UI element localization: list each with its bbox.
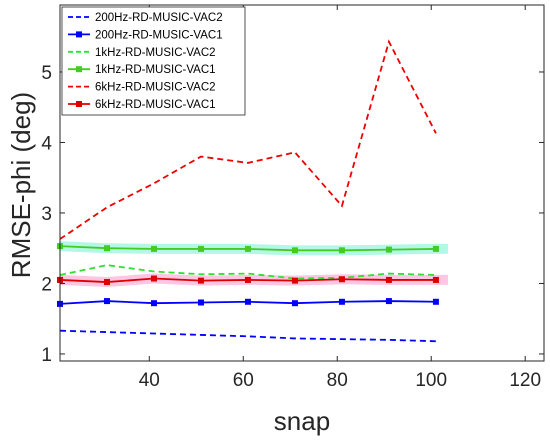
data-point-1-4 xyxy=(244,298,251,305)
plot-frame xyxy=(59,4,545,362)
data-point-1-2 xyxy=(150,300,157,307)
legend-entry-5: 6kHz-RD-MUSIC-VAC1 xyxy=(95,99,216,111)
data-point-1-3 xyxy=(197,299,204,306)
data-point-3-7 xyxy=(385,246,392,253)
data-point-1-1 xyxy=(103,298,110,305)
legend-marker-5 xyxy=(76,101,82,107)
y-tick-label-2: 3 xyxy=(41,204,52,225)
legend: 200Hz-RD-MUSIC-VAC2 200Hz-RD-MUSIC-VAC1 1k… xyxy=(61,6,246,116)
series-line-2 xyxy=(59,264,436,280)
legend-box xyxy=(61,6,246,116)
y-axis-ticks: 1 2 3 4 5 xyxy=(41,63,544,366)
y-tick-label-0: 1 xyxy=(41,345,52,366)
data-point-5-8 xyxy=(432,276,439,283)
legend-entry-1: 200Hz-RD-MUSIC-VAC1 xyxy=(95,29,223,41)
x-tick-label-3: 100 xyxy=(415,370,447,391)
y-tick-label-4: 5 xyxy=(41,63,52,84)
y-axis-label: RMSE-phi (deg) xyxy=(6,92,36,278)
data-point-3-1 xyxy=(103,245,110,252)
x-tick-label-2: 80 xyxy=(327,370,348,391)
x-tick-label-4: 120 xyxy=(509,370,541,391)
data-point-3-4 xyxy=(244,245,251,252)
x-tick-label-1: 60 xyxy=(233,370,254,391)
data-point-5-1 xyxy=(103,279,110,286)
data-point-5-4 xyxy=(244,276,251,283)
legend-entry-2: 1kHz-RD-MUSIC-VAC2 xyxy=(95,47,216,59)
legend-marker-3 xyxy=(76,66,82,73)
series-line-4 xyxy=(59,39,437,240)
legend-entry-4: 6kHz-RD-MUSIC-VAC2 xyxy=(95,82,216,94)
data-point-3-8 xyxy=(432,245,439,252)
y-tick-label-3: 4 xyxy=(41,133,52,154)
legend-entry-3: 1kHz-RD-MUSIC-VAC1 xyxy=(95,64,216,76)
data-point-5-6 xyxy=(338,276,345,283)
y-tick-label-1: 2 xyxy=(41,274,52,295)
data-point-1-5 xyxy=(291,300,298,307)
data-point-3-2 xyxy=(150,245,157,252)
legend-entry-0: 200Hz-RD-MUSIC-VAC2 xyxy=(95,12,223,24)
data-point-5-3 xyxy=(197,277,204,284)
data-point-3-3 xyxy=(197,245,204,252)
data-point-1-8 xyxy=(432,298,439,305)
legend-marker-1 xyxy=(76,31,82,38)
x-tick-label-0: 40 xyxy=(139,370,160,391)
data-point-3-6 xyxy=(338,247,345,254)
data-point-1-6 xyxy=(338,298,345,305)
data-point-5-2 xyxy=(150,275,157,282)
data-point-1-7 xyxy=(385,298,392,305)
series-line-0 xyxy=(59,329,436,343)
data-point-3-5 xyxy=(291,247,298,254)
data-point-5-7 xyxy=(385,276,392,283)
x-axis-label: snap xyxy=(274,406,330,436)
data-point-5-5 xyxy=(291,277,298,284)
